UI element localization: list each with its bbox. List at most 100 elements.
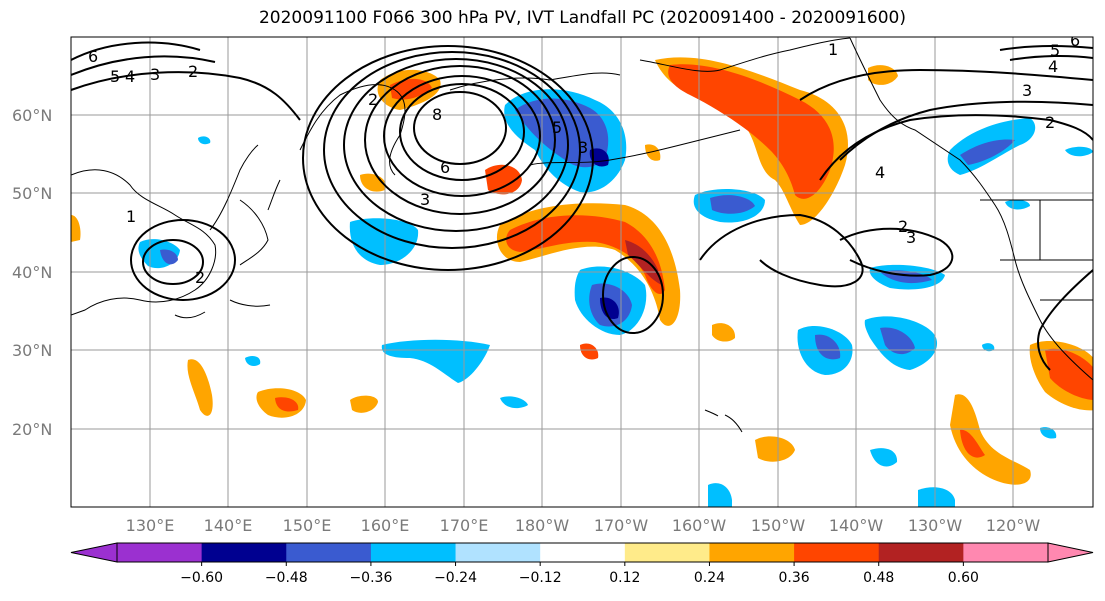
negative-anomaly (198, 136, 211, 145)
positive-anomaly (187, 359, 213, 416)
latitude-labels: 60°N 50°N 40°N 30°N 20°N (12, 106, 52, 439)
positive-anomaly (950, 394, 1031, 485)
negative-anomaly (515, 98, 609, 168)
lon-label: 170°W (594, 516, 649, 535)
negative-anomaly (870, 448, 898, 467)
negative-anomaly (960, 139, 1015, 165)
colorbar-segment (117, 543, 203, 562)
longitude-labels: 130°E 140°E 150°E 160°E 170°E 180°W 170°… (126, 516, 1041, 535)
lon-label: 160°E (361, 516, 410, 535)
lon-label: 180°W (515, 516, 570, 535)
contour-label: 3 (420, 190, 430, 209)
contour-label: 3 (150, 65, 160, 84)
contour-label: 2 (898, 217, 908, 236)
colorbar-segment (286, 543, 372, 562)
lon-label: 140°E (204, 516, 253, 535)
negative-anomaly (160, 249, 178, 265)
colorbar-segment (455, 543, 541, 562)
negative-anomaly (1005, 199, 1030, 210)
positive-anomaly (275, 397, 299, 412)
contour-label: 5 (552, 118, 562, 137)
colorbar-tick-label: 0.36 (779, 570, 810, 586)
pv-contours (71, 41, 1093, 371)
contour-label: 5 (1050, 41, 1060, 60)
lon-label: 170°E (440, 516, 489, 535)
contour-label: 2 (368, 90, 378, 109)
colorbar-segment (963, 543, 1049, 562)
negative-anomaly (1040, 427, 1057, 439)
negative-anomaly (245, 356, 261, 366)
contour-label: 4 (875, 163, 885, 182)
colorbar-segment (878, 543, 964, 562)
colorbar-segment (201, 543, 287, 562)
contour-label: 5 (110, 67, 120, 86)
positive-anomaly (580, 343, 599, 360)
contour-label: 2 (1045, 113, 1055, 132)
negative-anomaly (500, 396, 528, 409)
contour-label: 6 (440, 158, 450, 177)
colorbar-tick-label: −0.36 (349, 570, 392, 586)
negative-anomaly (710, 195, 755, 214)
lat-label: 40°N (12, 263, 52, 282)
colorbar-segment (709, 543, 795, 562)
lat-label: 30°N (12, 341, 52, 360)
positive-anomaly (350, 395, 378, 413)
negative-anomaly (1065, 146, 1093, 157)
positive-anomaly (668, 64, 834, 199)
lon-label: 160°W (672, 516, 727, 535)
contour-label: 6 (1070, 31, 1080, 50)
coastlines (71, 37, 1093, 433)
positive-anomaly (1045, 348, 1093, 400)
lat-label: 20°N (12, 420, 52, 439)
colorbar-tick-label: −0.48 (265, 570, 308, 586)
positive-anomaly (712, 323, 736, 342)
contour-label: 2 (188, 62, 198, 81)
colorbar-tick-label: −0.60 (180, 570, 223, 586)
positive-anomaly (755, 436, 795, 462)
negative-anomaly (880, 327, 915, 355)
positive-anomaly (71, 215, 81, 242)
negative-anomaly (815, 334, 841, 360)
lon-label: 140°W (829, 516, 884, 535)
colorbar-segment (794, 543, 880, 562)
contour-label: 8 (432, 105, 442, 124)
colorbar-max-extend (1047, 542, 1094, 563)
lat-label: 60°N (12, 106, 52, 125)
colorbar-tick-label: −0.12 (519, 570, 562, 586)
lon-label: 130°W (908, 516, 963, 535)
contour-label: 2 (195, 268, 205, 287)
positive-anomaly (645, 144, 661, 161)
lon-label: 150°E (283, 516, 332, 535)
contour-label: 4 (1048, 57, 1058, 76)
colorbar: −0.60 −0.48 −0.36 −0.24 −0.12 0.12 0.24 0.36 0.4… (70, 542, 1094, 586)
lat-label: 50°N (12, 184, 52, 203)
positive-anomaly (960, 429, 985, 458)
lon-label: 120°W (986, 516, 1041, 535)
colorbar-segment (624, 543, 710, 562)
contour-label: 6 (88, 47, 98, 66)
contour-label: 3 (906, 228, 916, 247)
colorbar-segment (370, 543, 457, 562)
colorbar-min-extend (70, 542, 118, 563)
positive-anomaly (625, 240, 662, 285)
colorbar-outline (116, 542, 1049, 563)
negative-anomaly (918, 487, 955, 507)
lon-label: 130°E (126, 516, 175, 535)
positive-anomaly (506, 215, 665, 295)
contour-label: 1 (126, 207, 136, 226)
positive-anomaly (868, 65, 898, 85)
lon-label: 150°W (751, 516, 806, 535)
map-border (70, 36, 1094, 508)
colorbar-tick-label: 0.60 (948, 570, 979, 586)
colorbar-tick-label: 0.12 (609, 570, 640, 586)
colorbar-segment (540, 543, 626, 562)
contour-label: 3 (578, 138, 588, 157)
negative-anomaly (982, 343, 995, 352)
negative-anomaly (708, 483, 732, 507)
negative-anomaly (349, 218, 419, 265)
contour-label: 1 (828, 40, 838, 59)
negative-anomaly (381, 339, 490, 383)
contour-label-group: 1 2 2 3 4 5 6 3 6 8 5 3 2 1 4 2 3 3 2 4 … (88, 31, 1080, 287)
contour-label: 4 (125, 67, 135, 86)
